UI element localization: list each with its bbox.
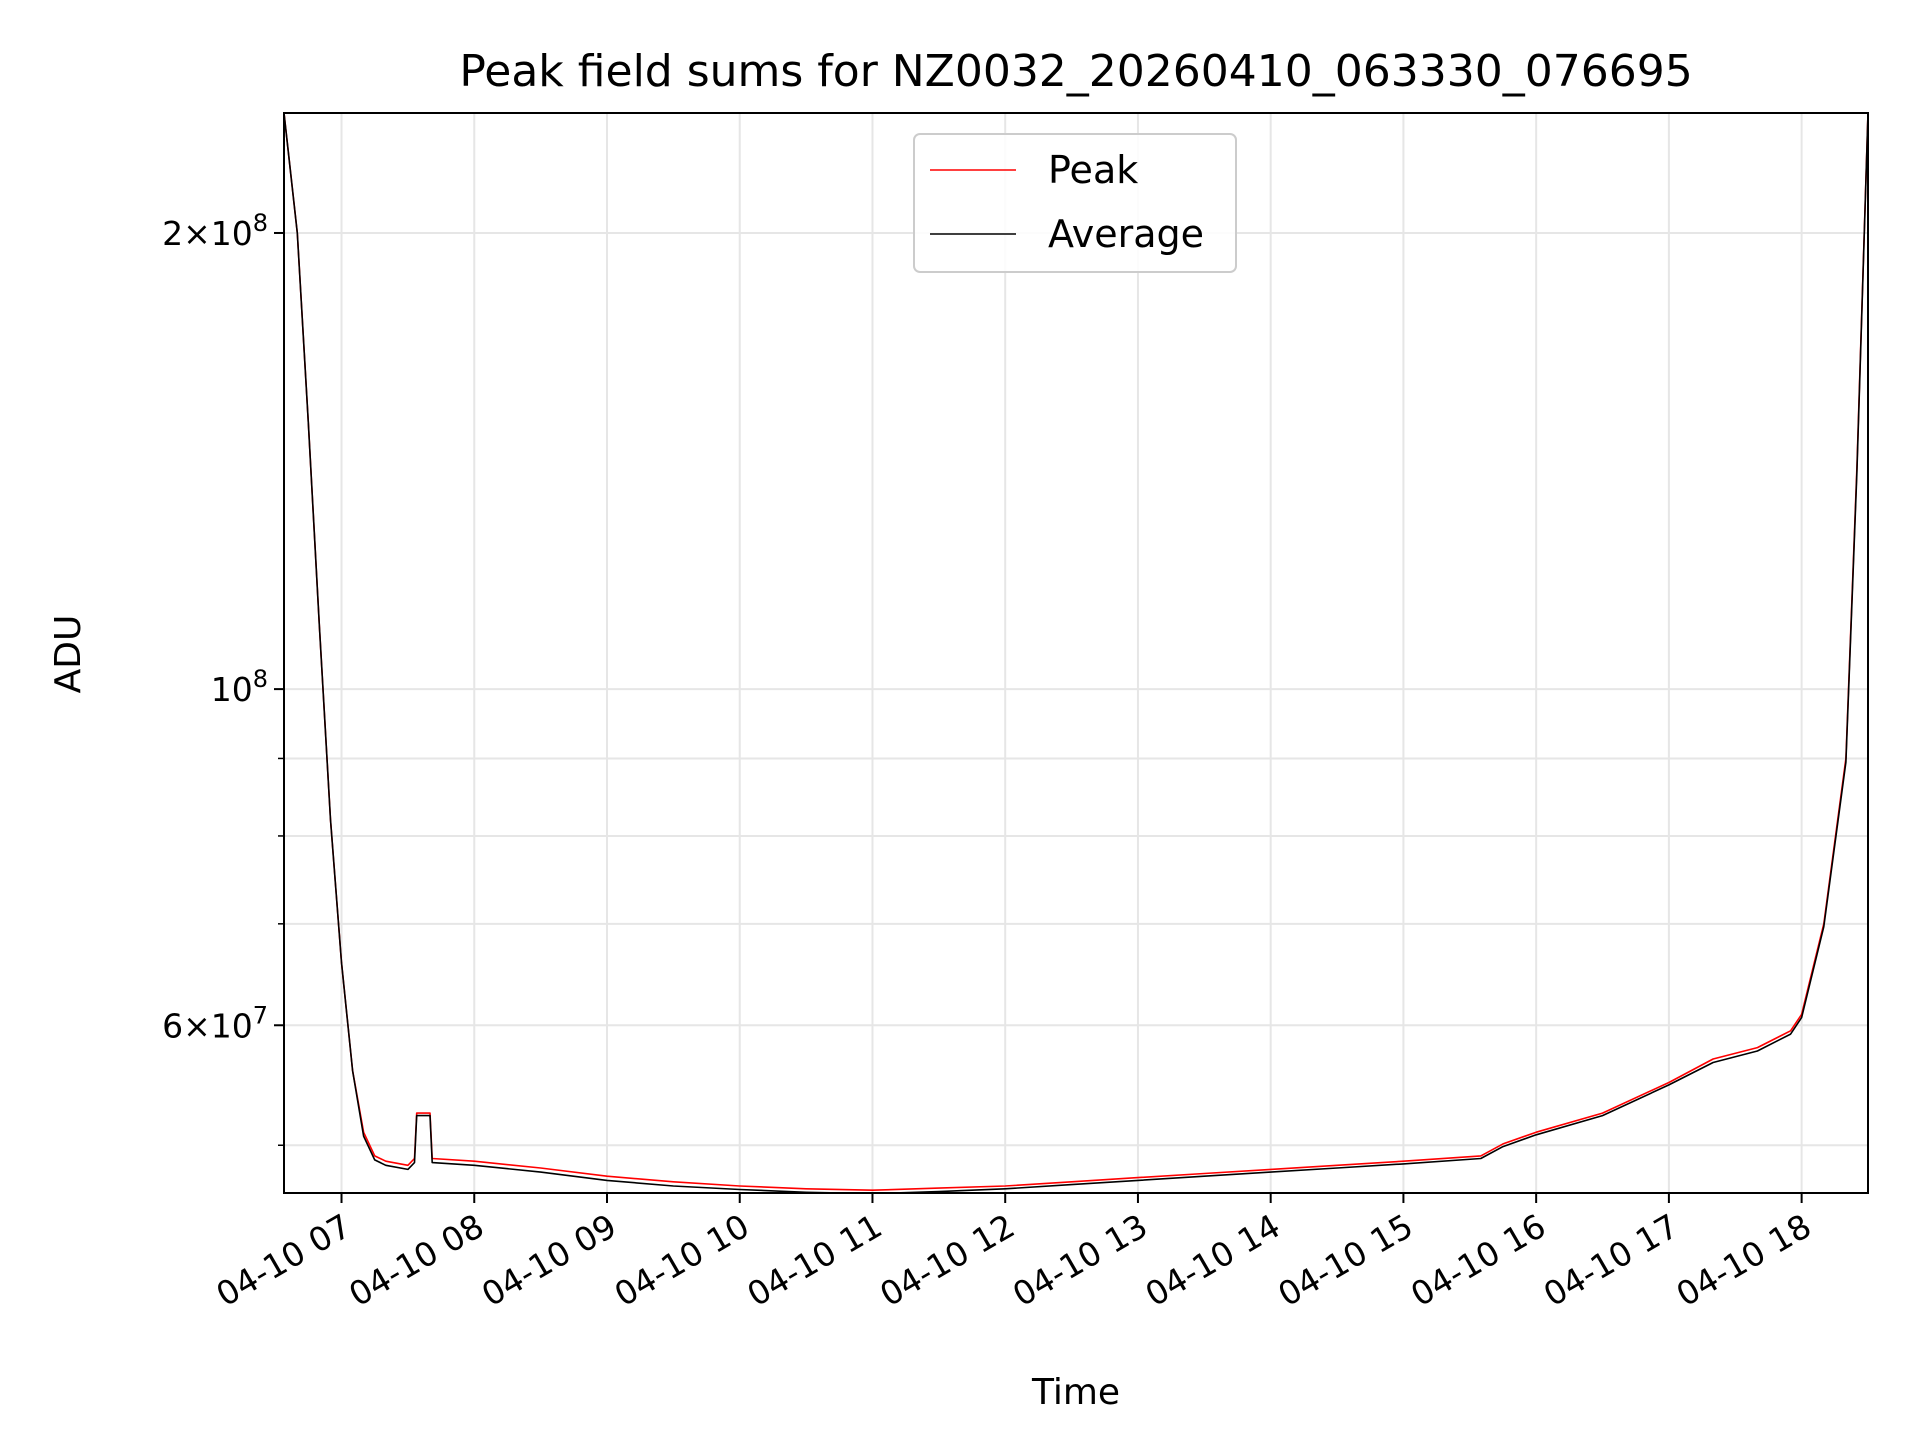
legend-box [913, 133, 1237, 273]
chart-title: Peak field sums for NZ0032_20260410_0633… [459, 46, 1692, 97]
plot-frame [283, 112, 1869, 1194]
y-tick-label: 108 [211, 665, 268, 709]
legend: Peak Average [913, 133, 1237, 273]
plot-area [284, 113, 1868, 1193]
y-axis: 2×108 108 6×107 [162, 209, 284, 1146]
legend-label-peak: Peak [1048, 148, 1138, 192]
y-axis-label: ADU [48, 615, 89, 694]
y-tick-label: 6×107 [162, 1001, 268, 1045]
x-axis-label: Time [1031, 1372, 1120, 1413]
series-line-average [284, 113, 1868, 1193]
y-tick-label: 2×108 [162, 209, 268, 253]
legend-label-average: Average [1048, 212, 1204, 256]
